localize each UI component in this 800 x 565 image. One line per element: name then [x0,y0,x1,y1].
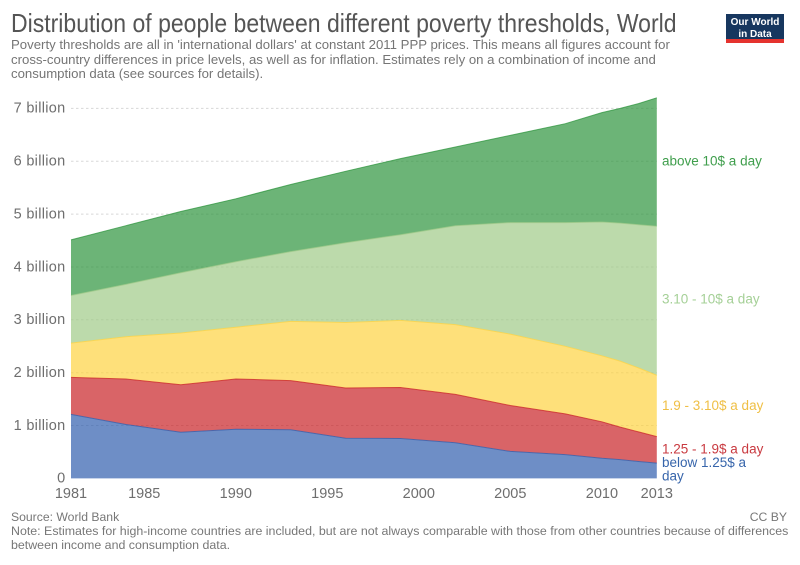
svg-text:1981: 1981 [55,486,87,502]
svg-text:above 10$ a day: above 10$ a day [662,154,762,169]
svg-text:5 billion: 5 billion [14,206,66,222]
svg-text:1 billion: 1 billion [14,418,66,434]
svg-text:1995: 1995 [311,486,343,502]
svg-text:1990: 1990 [220,486,252,502]
svg-text:2013: 2013 [641,486,673,502]
svg-text:2010: 2010 [586,486,618,502]
svg-text:1.25 - 1.9$ a day: 1.25 - 1.9$ a day [662,442,764,457]
svg-text:6 billion: 6 billion [14,154,66,170]
svg-text:1.9 - 3.10$ a day: 1.9 - 3.10$ a day [662,398,764,413]
svg-text:7 billion: 7 billion [14,101,66,117]
svg-text:3 billion: 3 billion [14,312,66,328]
svg-text:day: day [662,468,684,483]
svg-text:1985: 1985 [128,486,160,502]
svg-text:3.10 - 10$ a day: 3.10 - 10$ a day [662,291,760,306]
svg-text:0: 0 [57,471,65,487]
svg-text:2005: 2005 [494,486,526,502]
svg-text:2 billion: 2 billion [14,365,66,381]
svg-text:4 billion: 4 billion [14,259,66,275]
svg-text:below 1.25$ a: below 1.25$ a [662,455,747,470]
svg-text:2000: 2000 [403,486,435,502]
